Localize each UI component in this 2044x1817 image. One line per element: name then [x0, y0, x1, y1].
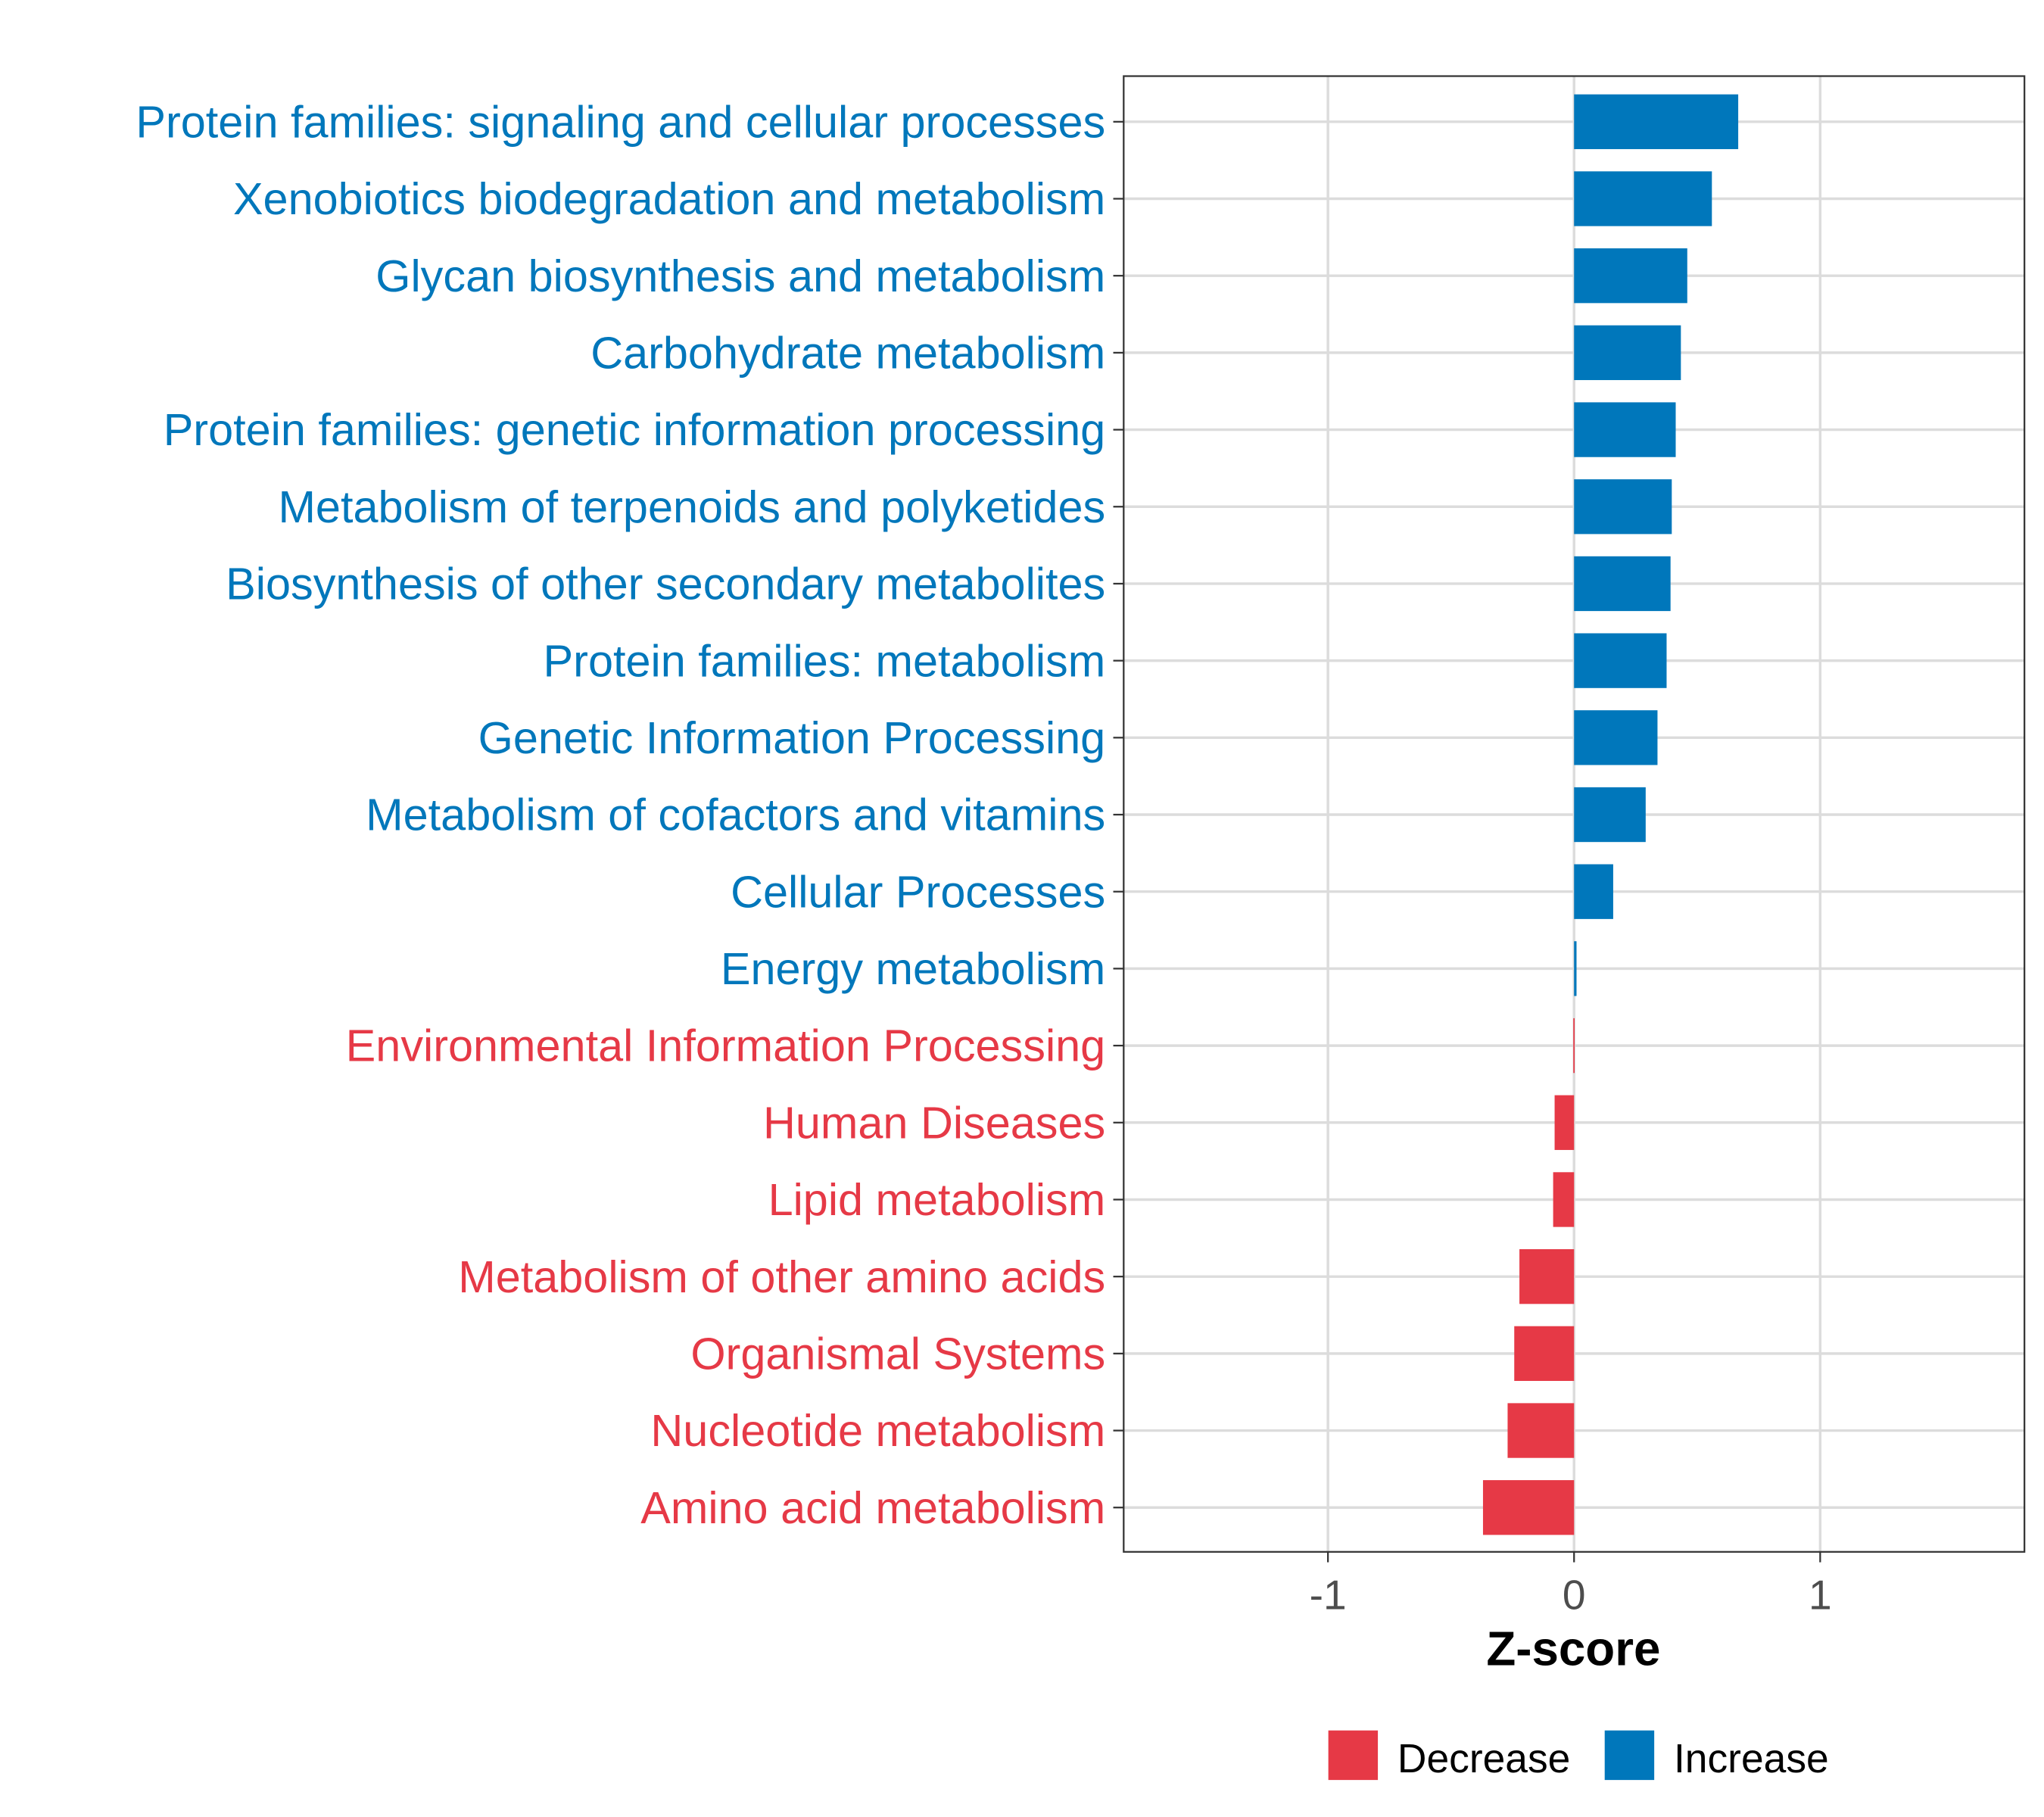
- bar-11: [1574, 941, 1577, 996]
- bar-1: [1574, 171, 1712, 226]
- bar-13: [1554, 1095, 1575, 1150]
- y-tick-label: Protein families: metabolism: [544, 635, 1106, 686]
- bar-16: [1514, 1326, 1575, 1382]
- y-tick-label: Xenobiotics biodegradation and metabolis…: [233, 173, 1105, 224]
- x-axis-ticks: -1 0 1: [1310, 1551, 1832, 1619]
- bar-6: [1574, 556, 1671, 612]
- bar-4: [1574, 402, 1676, 457]
- legend-swatch-increase: [1604, 1730, 1655, 1781]
- y-tick-label: Environmental Information Processing: [346, 1021, 1106, 1071]
- y-tick-label: Protein families: signaling and cellular…: [136, 96, 1105, 147]
- legend-swatch-decrease: [1328, 1730, 1379, 1781]
- legend: Decrease Increase: [1328, 1730, 1829, 1781]
- y-tick-label: Energy metabolism: [721, 943, 1105, 994]
- y-tick-label: Metabolism of terpenoids and polyketides: [278, 482, 1105, 532]
- y-tick-label: Metabolism of cofactors and vitamins: [366, 790, 1105, 840]
- bar-17: [1507, 1403, 1575, 1458]
- x-tick-label: 0: [1563, 1572, 1586, 1619]
- bars: [1482, 94, 1739, 1535]
- y-tick-label: Metabolism of other amino acids: [458, 1251, 1105, 1302]
- y-tick-label: Carbohydrate metabolism: [590, 328, 1105, 379]
- y-tick-label: Human Diseases: [763, 1097, 1105, 1148]
- legend-label-decrease: Decrease: [1397, 1737, 1570, 1781]
- y-tick-label: Genetic Information Processing: [478, 712, 1106, 763]
- y-tick-label: Lipid metabolism: [768, 1174, 1106, 1225]
- bar-9: [1574, 787, 1646, 843]
- bar-10: [1574, 864, 1613, 919]
- y-tick-label: Glycan biosynthesis and metabolism: [375, 251, 1105, 301]
- y-tick-label: Organismal Systems: [690, 1329, 1105, 1379]
- bar-15: [1519, 1249, 1575, 1304]
- bar-2: [1574, 248, 1687, 304]
- bar-7: [1574, 633, 1667, 688]
- x-axis-title: Z-score: [1486, 1622, 1660, 1676]
- bar-3: [1574, 325, 1681, 381]
- bar-18: [1482, 1480, 1575, 1535]
- bar-12: [1573, 1018, 1575, 1074]
- x-tick-label: -1: [1310, 1572, 1347, 1619]
- y-tick-label: Nucleotide metabolism: [650, 1405, 1105, 1456]
- bar-5: [1574, 479, 1672, 535]
- x-tick-label: 1: [1809, 1572, 1832, 1619]
- legend-label-increase: Increase: [1674, 1737, 1829, 1781]
- y-tick-label: Biosynthesis of other secondary metaboli…: [226, 559, 1105, 609]
- bar-0: [1574, 94, 1739, 149]
- y-tick-label: Protein families: genetic information pr…: [164, 404, 1106, 455]
- bar-8: [1574, 710, 1658, 765]
- bar-14: [1553, 1172, 1575, 1227]
- y-tick-label: Cellular Processes: [731, 866, 1105, 917]
- y-axis-labels: Protein families: signaling and cellular…: [136, 96, 1124, 1533]
- y-tick-label: Amino acid metabolism: [640, 1482, 1105, 1533]
